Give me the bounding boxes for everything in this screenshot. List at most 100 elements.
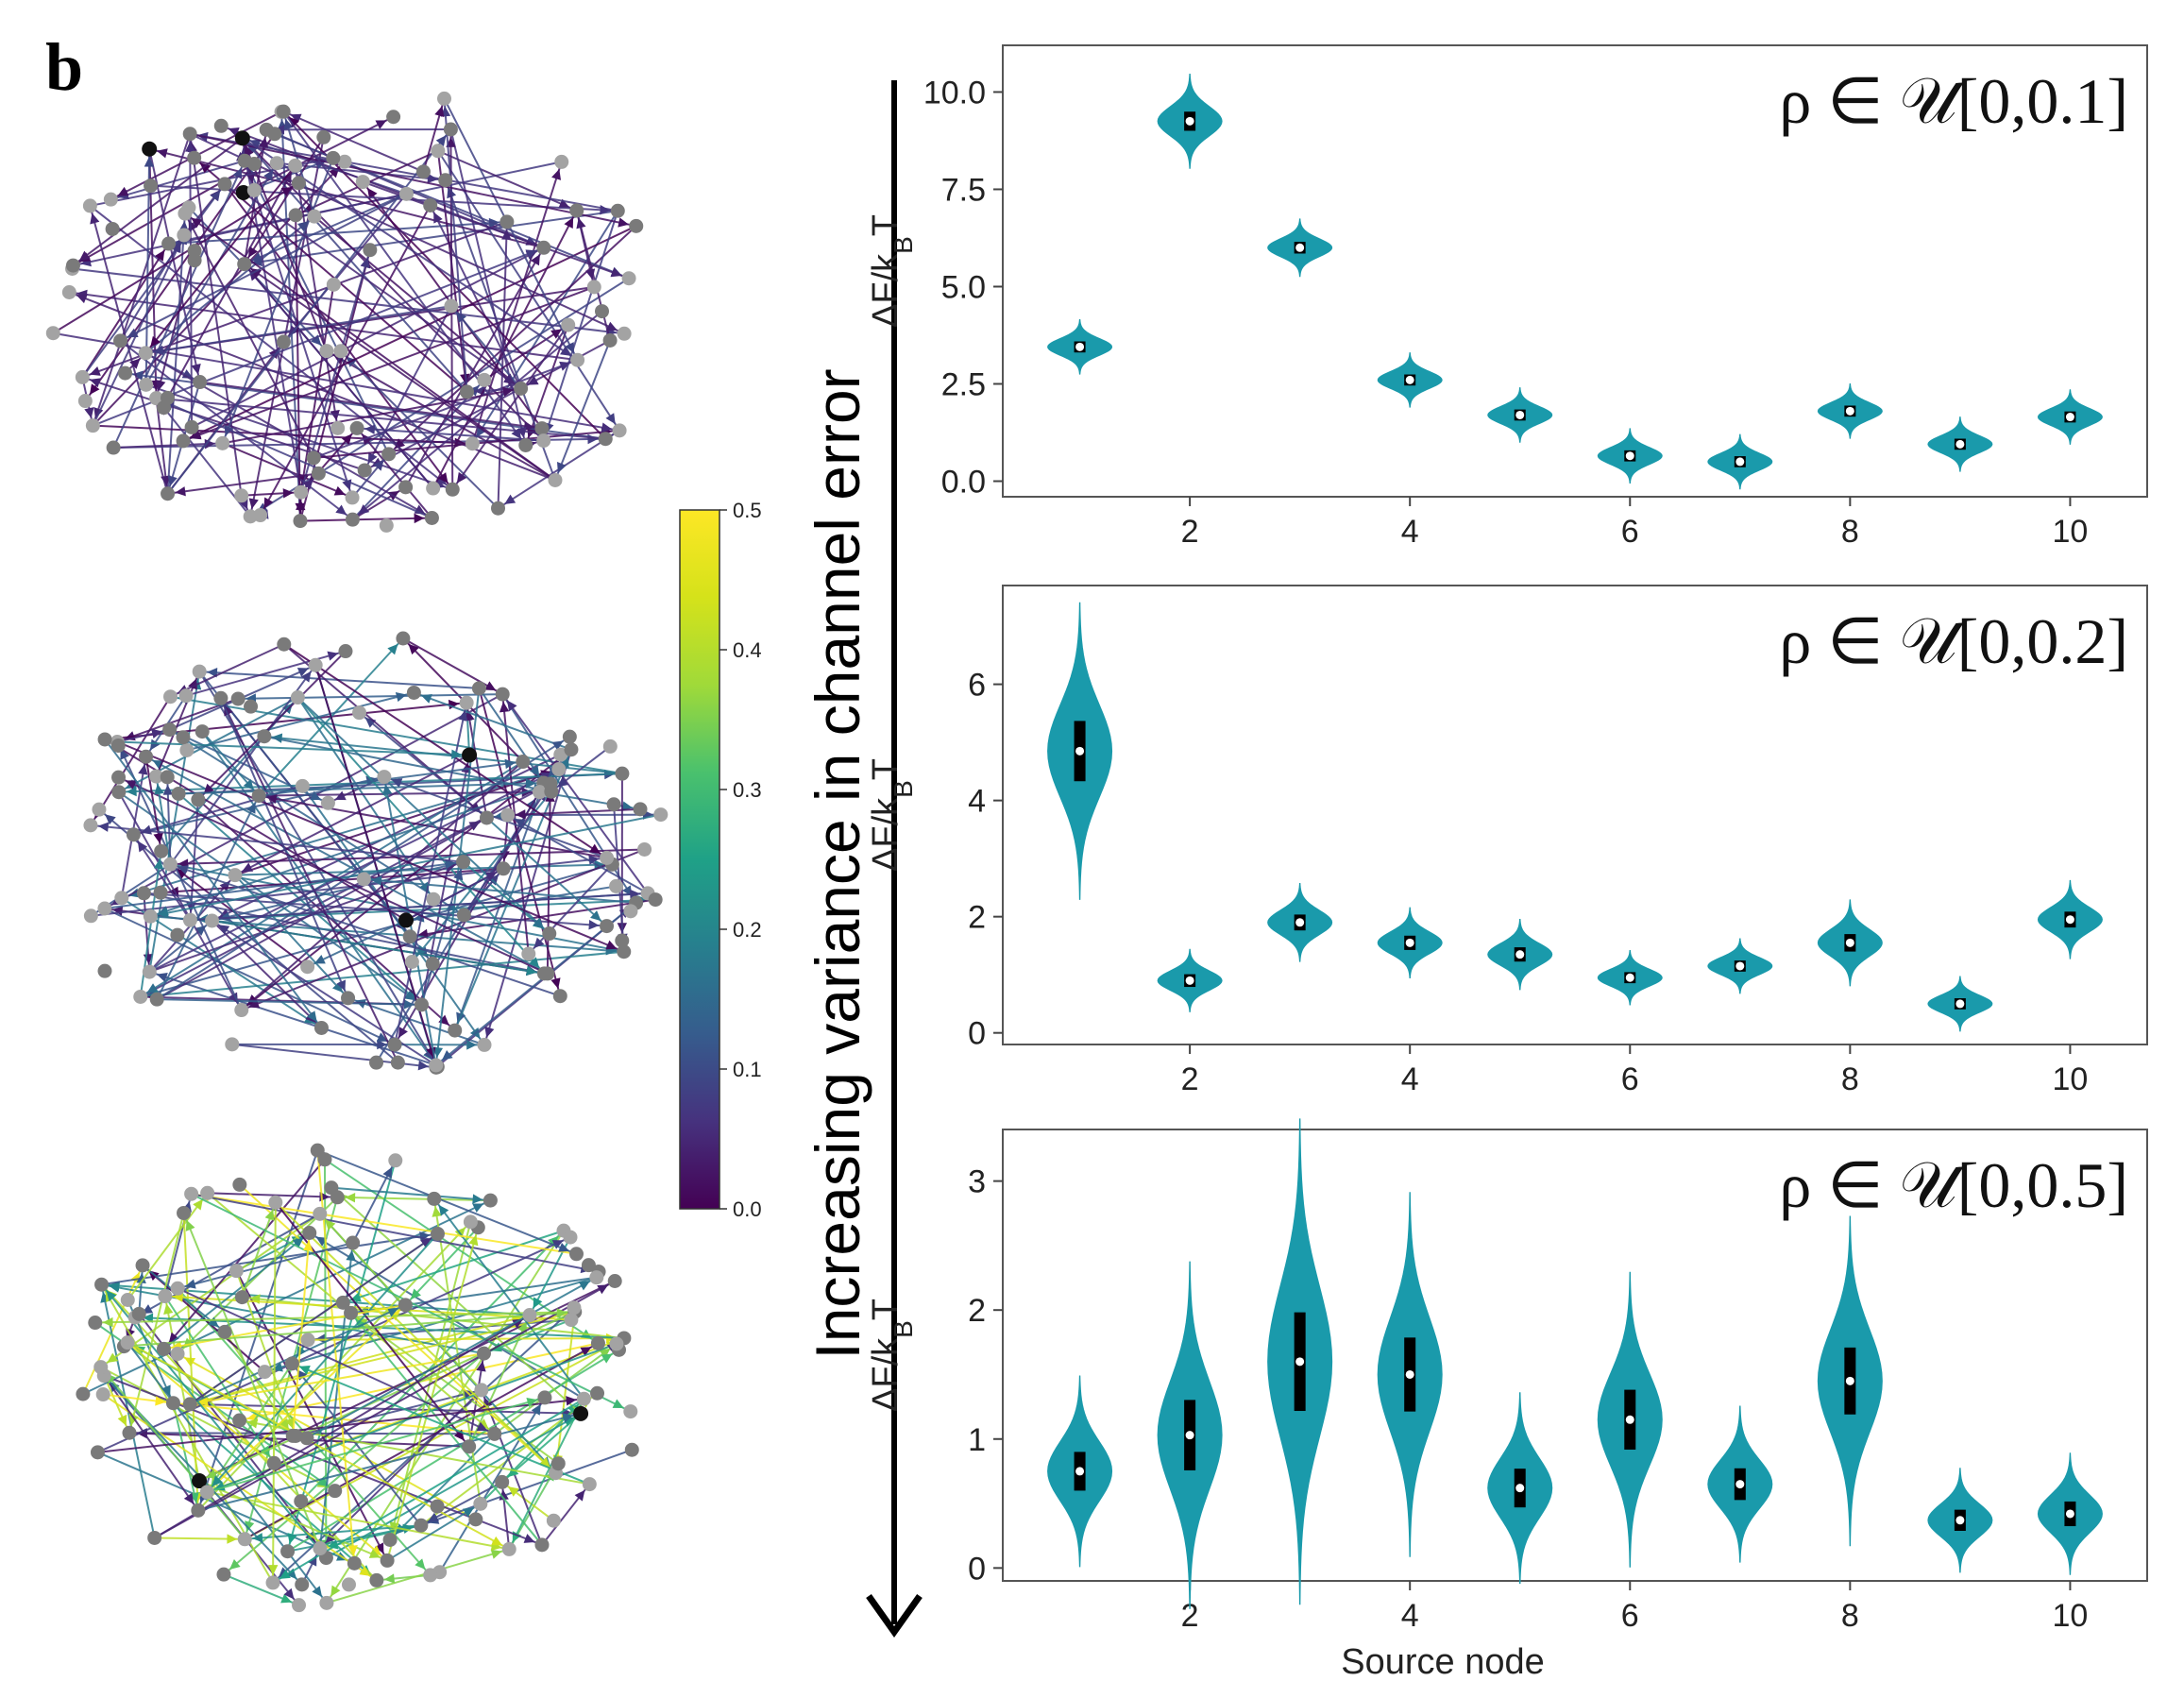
plot-frame [1002,585,2148,1045]
network-edge [99,1366,246,1540]
edge-arrowhead [132,370,144,381]
violin-median [1295,1357,1305,1367]
network-node [106,440,121,455]
violin-median [1845,406,1854,416]
network-edge [116,740,625,953]
network-node [165,1396,180,1411]
network-node [105,221,120,236]
network-node [606,797,621,812]
highlighted-node [462,747,478,763]
network-node [253,508,268,523]
network-node [122,1425,137,1440]
network-node [471,681,486,696]
network-node [320,795,335,810]
network-node [299,1431,314,1446]
network-node [319,344,334,359]
edge-arrowhead [530,254,540,266]
network-node [191,1503,206,1518]
network-node [178,688,194,704]
network-node [496,861,511,876]
network-edge [219,697,349,999]
violin-chart-3: 0 1 2 3 2 4 6 8 10 ΔF/kBT Source node ρ ∈ 𝒰[0,0.5] [866,1118,2148,1682]
network-node [576,1391,591,1406]
y-axis-label: ΔF/kBT [866,214,918,328]
edge-arrowhead [566,1396,577,1406]
edge-arrowhead [154,783,164,795]
violin-chart-2: 0 2 4 6 2 4 6 8 10 ΔF/kBT ρ ∈ 𝒰[0,0.2] [866,585,2148,1097]
network-edge [507,814,649,894]
edge-arrowhead [605,940,618,950]
edge-arrowhead [506,700,517,712]
network-edge [170,643,285,698]
edge-arrowhead [193,1198,203,1211]
network-edge [92,234,185,427]
violin-median [1295,243,1305,252]
network-node [476,1346,491,1361]
y-tick-label: 10.0 [923,75,986,110]
network-node [347,1555,362,1571]
network-edge [243,263,434,489]
network-node [379,518,394,533]
edge-arrowhead [177,865,189,875]
network-node [398,1298,413,1313]
network-node [311,466,326,481]
network-edge [90,696,172,826]
network-node [495,1474,510,1489]
network-node [586,280,601,295]
edge-arrowhead [156,972,168,982]
x-tick-label: 6 [1621,1598,1639,1634]
edge-arrowhead [341,433,352,446]
network-node [544,784,559,799]
network-edge [190,1352,484,1405]
network-edge [191,1193,577,1255]
edge-arrowhead [212,1475,223,1487]
network-edge [148,971,437,1066]
network-edge [296,696,434,900]
network-edge [316,1149,577,1255]
edge-arrowhead [154,249,165,262]
network-node [537,1390,552,1405]
x-tick-label: 10 [2053,1061,2089,1097]
edge-arrowhead [395,692,407,703]
network-edge [186,691,415,752]
network-node [302,1226,317,1241]
edge-arrowhead [292,1237,304,1248]
network-node [257,729,272,744]
highlighted-node [235,184,251,200]
edge-arrowhead [578,1281,590,1291]
x-tick-label: 4 [1401,1061,1419,1097]
x-tick-label: 2 [1181,1061,1199,1097]
network-node [187,150,202,165]
edge-arrowhead [527,375,539,385]
edge-arrowhead [251,252,263,262]
network-node [363,243,378,258]
network-node [85,418,100,433]
edge-arrowhead [531,1403,541,1416]
network-edge [124,1311,575,1348]
network-edge [166,164,296,399]
network-node [590,1335,605,1350]
network-node [276,334,291,349]
network-edge [127,1342,328,1604]
edge-arrowhead [191,364,201,375]
edge-arrowhead [387,1307,399,1317]
network-edge [243,115,395,194]
edge-arrowhead [417,1061,429,1071]
edge-arrowhead [156,380,166,391]
network-node [423,197,438,212]
edge-arrowhead [109,1282,120,1293]
network-node [187,253,202,268]
network-edge [162,1231,311,1350]
network-node [414,997,429,1012]
edge-arrowhead [246,802,256,814]
edge-arrowhead [371,875,382,886]
network-node [284,1356,299,1371]
network-node [390,1055,405,1070]
network-edge [117,740,470,756]
network-edge [330,1186,491,1202]
network-node [103,192,118,207]
edge-arrowhead [515,809,526,820]
edge-arrowhead [420,693,432,704]
network-edge [156,795,261,1000]
colorbar-tick-label: 0.2 [733,918,762,942]
